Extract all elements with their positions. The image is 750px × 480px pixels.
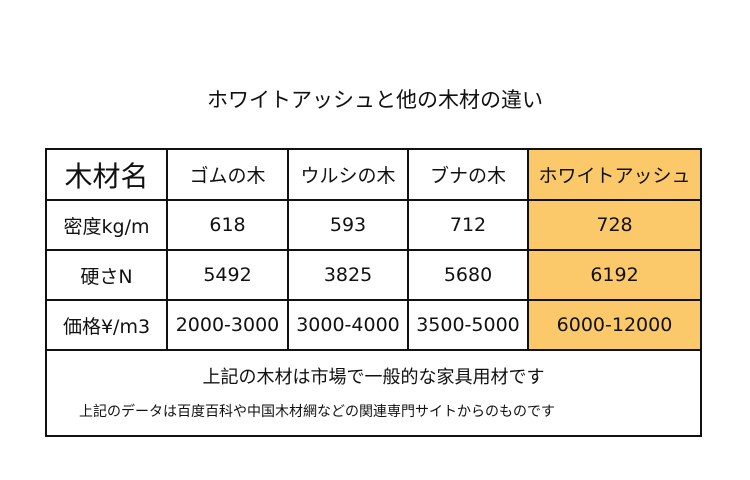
table-cell: 712 [407,199,529,251]
row-label-density: 密度kg/m [47,199,168,251]
table-cell: 3500-5000 [407,299,529,351]
table-cell: 618 [166,199,289,251]
table-cell-highlight: 728 [527,199,700,251]
page-title: ホワイトアッシュと他の木材の違い [207,88,543,112]
header-cell-beech: ブナの木 [407,150,529,201]
row-label-price: 価格¥/m3 [47,299,168,351]
table-header-row: 木材名 ゴムの木 ウルシの木 ブナの木 ホワイトアッシュ [47,150,700,201]
table-row-density: 密度kg/m 618 593 712 728 [47,199,700,251]
table-cell: 5492 [166,249,289,301]
table-cell: 593 [287,199,409,251]
table-row-hardness: 硬さN 5492 3825 5680 6192 [47,249,700,301]
header-cell-rubberwood: ゴムの木 [166,150,289,201]
table-cell: 3825 [287,249,409,301]
footnote-source: 上記のデータは百度百科や中国木材網などの関連専門サイトからのものです [79,404,555,420]
table-cell-highlight: 6192 [527,249,700,301]
footnote-main: 上記の木材は市場で一般的な家具用材です [202,367,545,388]
row-label-hardness: 硬さN [47,249,168,301]
table-cell: 3000-4000 [287,299,409,351]
table-cell: 5680 [407,249,529,301]
table-cell: 2000-3000 [166,299,289,351]
table-cell-highlight: 6000-12000 [527,299,700,351]
header-cell-white-ash: ホワイトアッシュ [527,150,700,201]
header-cell-lacquer-tree: ウルシの木 [287,150,409,201]
table-row-price: 価格¥/m3 2000-3000 3000-4000 3500-5000 600… [47,299,700,351]
header-cell-wood-name: 木材名 [47,150,168,201]
wood-comparison-table: 木材名 ゴムの木 ウルシの木 ブナの木 ホワイトアッシュ 密度kg/m 618 … [47,150,700,351]
comparison-table-frame: 木材名 ゴムの木 ウルシの木 ブナの木 ホワイトアッシュ 密度kg/m 618 … [45,148,702,437]
